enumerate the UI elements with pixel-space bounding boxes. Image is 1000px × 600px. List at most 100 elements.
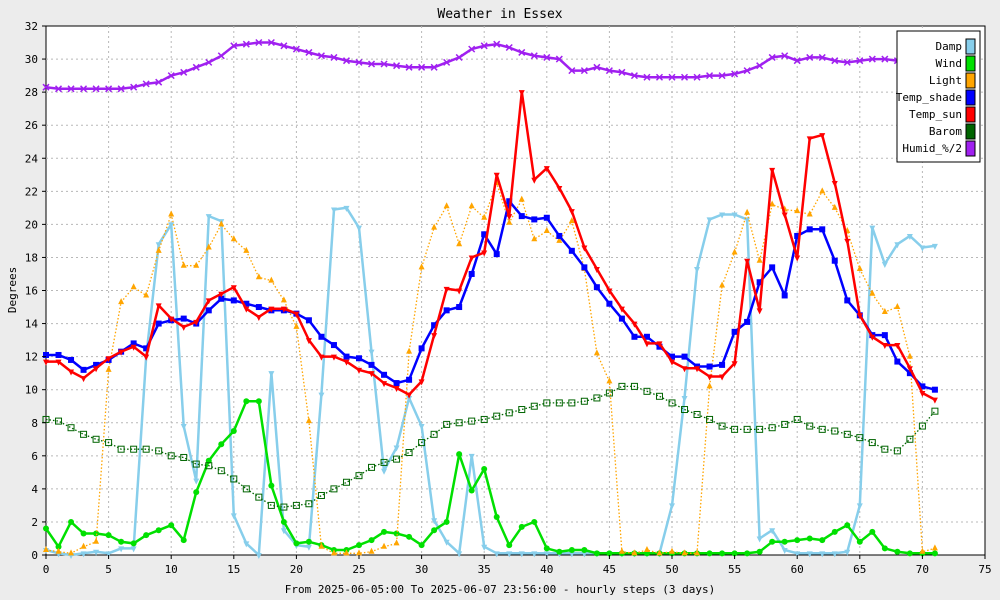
x-tick-label: 10 (165, 563, 178, 576)
data-point (906, 233, 913, 240)
data-point (643, 546, 650, 553)
data-point (93, 537, 100, 544)
data-point (230, 235, 237, 242)
data-point (468, 453, 475, 460)
data-point (217, 52, 225, 60)
data-point (118, 546, 125, 553)
data-point (418, 542, 425, 549)
data-point (292, 45, 300, 53)
data-point (744, 258, 751, 265)
data-point (643, 333, 650, 340)
data-point (155, 246, 162, 253)
data-point (530, 402, 538, 410)
data-point (781, 420, 789, 428)
data-point (218, 295, 225, 302)
data-point (581, 551, 588, 558)
data-point (293, 322, 300, 329)
series-barom (42, 382, 939, 511)
data-point (443, 420, 451, 428)
data-point (856, 434, 864, 442)
data-point (105, 85, 113, 93)
data-point (493, 172, 500, 179)
data-point (693, 73, 701, 81)
data-point (330, 342, 337, 349)
data-point (831, 427, 839, 435)
data-point (593, 550, 600, 557)
data-point (531, 177, 538, 184)
data-point (143, 345, 150, 352)
data-point (205, 298, 212, 305)
data-point (606, 550, 613, 557)
y-tick-label: 22 (25, 185, 38, 198)
y-tick-label: 32 (25, 20, 38, 33)
data-point (931, 407, 939, 415)
data-point (518, 523, 525, 530)
legend-label: Temp_sun (909, 108, 962, 121)
data-point (744, 318, 751, 325)
data-point (255, 304, 262, 311)
data-point (318, 333, 325, 340)
data-point (292, 501, 300, 509)
data-point (769, 167, 776, 174)
data-point (856, 265, 863, 272)
data-point (718, 72, 726, 80)
data-point (580, 397, 588, 405)
data-point (218, 220, 225, 227)
x-tick-label: 15 (227, 563, 240, 576)
data-point (130, 445, 138, 453)
data-point (630, 382, 638, 390)
data-point (243, 246, 250, 253)
legend-label: Light (929, 74, 962, 87)
data-point (130, 340, 137, 347)
data-point (268, 482, 275, 489)
data-point (380, 458, 388, 466)
data-point (205, 462, 213, 470)
data-point (694, 366, 701, 373)
data-point (343, 353, 350, 360)
data-point (906, 366, 913, 373)
y-tick-label: 20 (25, 218, 38, 231)
series-temp-sun (43, 90, 938, 404)
data-point (481, 466, 488, 473)
y-axis-label: Degrees (6, 267, 19, 313)
data-point (92, 85, 100, 93)
data-point (142, 445, 150, 453)
data-point (356, 549, 362, 556)
data-point (130, 540, 137, 547)
data-point (55, 543, 62, 550)
data-point (543, 166, 550, 173)
data-point (506, 218, 513, 225)
data-point (793, 57, 801, 65)
data-point (706, 363, 713, 370)
data-point (55, 417, 63, 425)
data-point (731, 550, 738, 557)
data-point (719, 374, 726, 381)
data-point (68, 549, 75, 556)
legend-label: Temp_shade (896, 91, 962, 104)
data-point (769, 264, 776, 271)
data-point (318, 542, 325, 549)
data-point (794, 207, 801, 214)
y-tick-label: 18 (25, 251, 38, 264)
data-point (406, 392, 413, 399)
data-point (894, 303, 901, 310)
data-point (117, 85, 125, 93)
data-point (480, 42, 488, 50)
data-point (931, 397, 938, 404)
legend-swatch (965, 123, 976, 140)
data-point (205, 58, 213, 66)
data-point (242, 40, 250, 48)
data-point (330, 354, 337, 361)
data-point (255, 273, 262, 280)
data-point (731, 70, 739, 78)
data-point (255, 398, 262, 405)
data-point (418, 345, 425, 352)
chart-title: Weather in Essex (437, 7, 562, 22)
data-point (80, 376, 87, 383)
data-point (80, 551, 87, 558)
data-point (443, 202, 450, 209)
data-point (531, 235, 538, 242)
data-point (343, 549, 350, 556)
data-point (781, 52, 789, 60)
